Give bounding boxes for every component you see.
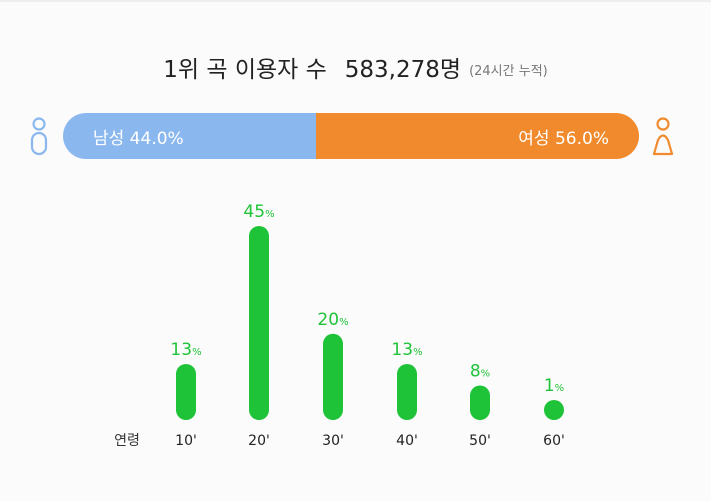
bar-2 xyxy=(249,226,269,420)
value-unit: % xyxy=(192,347,202,358)
value-label-5: 8% xyxy=(470,362,490,382)
male-ratio-segment: 남성 44.0% xyxy=(63,113,317,159)
x-axis-label: 연령 xyxy=(114,433,140,449)
value-label-2: 45% xyxy=(243,202,274,222)
value-label-6: 1% xyxy=(544,376,564,396)
gender-ratio-bar: 남성 44.0% 여성 56.0% xyxy=(63,113,639,159)
age-distribution-chart: 연령 13% 10' 45% 20' 20% 30' 13% 40' 8% 50' 1% 60' xyxy=(114,202,565,449)
top-divider xyxy=(0,0,711,2)
bar-5 xyxy=(470,385,490,420)
age-label-5: 50' xyxy=(469,433,491,449)
value-unit: % xyxy=(265,209,275,220)
count-note: (24시간 누적) xyxy=(469,64,548,79)
value-unit: % xyxy=(339,317,349,328)
male-ratio-label: 남성 44.0% xyxy=(93,128,184,149)
value-unit: % xyxy=(481,369,491,380)
bar-4 xyxy=(397,363,417,420)
male-person-icon xyxy=(30,117,48,156)
age-label-4: 40' xyxy=(396,433,418,449)
listener-count: 583,278명 xyxy=(344,57,462,83)
female-ratio-label: 여성 56.0% xyxy=(518,128,609,149)
bar-6 xyxy=(544,400,564,420)
header-title: 1위 곡 이용자 수 xyxy=(163,57,327,83)
age-label-3: 30' xyxy=(322,433,344,449)
listener-count-header: 1위 곡 이용자 수 583,278명 (24시간 누적) xyxy=(0,50,711,84)
bar-3 xyxy=(323,333,343,420)
female-ratio-segment: 여성 56.0% xyxy=(316,113,639,159)
age-label-6: 60' xyxy=(543,433,565,449)
age-label-1: 10' xyxy=(175,433,197,449)
value-label-4: 13% xyxy=(391,340,422,360)
value-unit: % xyxy=(413,347,423,358)
value-label-1: 13% xyxy=(170,340,201,360)
value-label-3: 20% xyxy=(317,310,348,330)
female-person-icon xyxy=(652,117,674,156)
bar-1 xyxy=(176,363,196,420)
value-unit: % xyxy=(555,383,565,394)
age-label-2: 20' xyxy=(248,433,270,449)
